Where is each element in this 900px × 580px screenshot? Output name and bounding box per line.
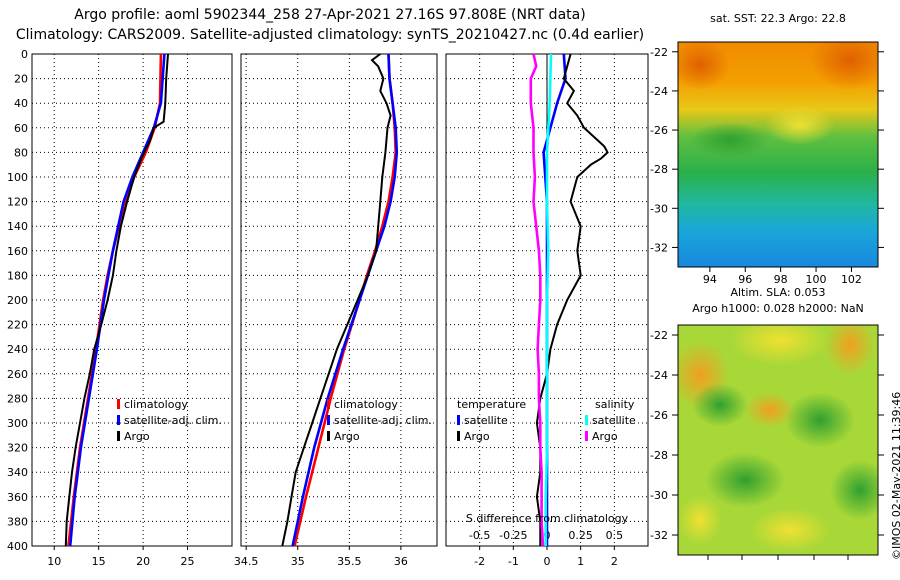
- panel-frame: [31, 53, 233, 547]
- depth-tick-label: 240: [7, 343, 28, 356]
- x-tick-label: 35: [291, 555, 305, 568]
- profile-panel-differences: -2 -1 0 1 2-0.5 -0.25 0 0.25 0.5: [445, 53, 649, 568]
- depth-tick-label: 320: [7, 442, 28, 455]
- lat-tick-label: -24: [650, 369, 668, 382]
- sla-map-title: Altim. SLA: 0.053: [730, 286, 826, 299]
- lat-tick-label: -28: [650, 163, 668, 176]
- x-tick-label: -2: [474, 555, 485, 568]
- series-salinity-satellite: [544, 53, 553, 546]
- x-tick-label: 34.5: [234, 555, 259, 568]
- x-tick-label: 0: [544, 555, 551, 568]
- x-tick-label: 36: [394, 555, 408, 568]
- x-tick-label: 2: [611, 555, 618, 568]
- sla-map-axes: -22 -24 -26 -28 -30 -32: [650, 329, 884, 560]
- s-diff-tick-label: 0.5: [606, 529, 624, 542]
- sst-map-axes: -22 -24 -26 -28 -30 -32 94 96 98 100 102: [650, 46, 884, 286]
- panel-frame: [240, 53, 438, 547]
- lon-tick-label: 102: [841, 273, 862, 286]
- depth-tick-label: 300: [7, 417, 28, 430]
- series-argo: [281, 53, 392, 547]
- legend-item-sal-satellite: satellite: [585, 413, 636, 429]
- series-satellite-adj-clim-: [291, 53, 399, 547]
- legend-item-sal-argo: Argo: [585, 429, 636, 445]
- depth-tick-label: 40: [14, 97, 28, 110]
- series-climatology: [67, 53, 163, 547]
- plot-title-line2: Climatology: CARS2009. Satellite-adjuste…: [15, 27, 645, 43]
- depth-tick-label: 400: [7, 540, 28, 553]
- legend-item-argo: Argo: [327, 429, 432, 445]
- s-diff-tick-label: -0.25: [499, 529, 527, 542]
- lat-tick-label: -32: [650, 241, 668, 254]
- lon-tick-label: 94: [703, 273, 717, 286]
- sla-map-subtitle: Argo h1000: 0.028 h2000: NaN: [692, 302, 864, 315]
- s-difference-axis-label: S difference from climatology: [465, 512, 629, 525]
- profile-panel-salinity: 34.5 35 35.5 36: [234, 53, 438, 568]
- lon-tick-label: 100: [806, 273, 827, 286]
- legend-item-satellite-adj: satellite-adj. clim.: [117, 413, 222, 429]
- series-temperature-argo: [535, 53, 609, 546]
- x-tick-label: 1: [577, 555, 584, 568]
- series-satellite-adj-clim-: [68, 53, 166, 547]
- s-diff-tick-label: 0.25: [568, 529, 593, 542]
- depth-tick-label: 140: [7, 220, 28, 233]
- legend-title-temperature: temperature: [457, 398, 527, 411]
- lat-tick-label: -26: [650, 409, 668, 422]
- legend-temperature-panel: climatology satellite-adj. clim. Argo: [117, 397, 222, 445]
- lat-tick-label: -28: [650, 449, 668, 462]
- profile-panel-temperature: 10 15 20 25: [31, 53, 233, 568]
- depth-tick-label: 200: [7, 294, 28, 307]
- sst-map-title: sat. SST: 22.3 Argo: 22.8: [710, 12, 846, 25]
- lat-tick-label: -32: [650, 529, 668, 542]
- legend-salinity-panel: climatology satellite-adj. clim. Argo: [327, 397, 432, 445]
- lat-tick-label: -22: [650, 329, 668, 342]
- depth-tick-label: 100: [7, 171, 28, 184]
- x-tick-label: 10: [47, 555, 61, 568]
- x-tick-label: 25: [181, 555, 195, 568]
- x-tick-label: -1: [508, 555, 519, 568]
- sla-map: [678, 325, 878, 555]
- lat-tick-label: -22: [650, 46, 668, 59]
- legend-title-salinity: salinity: [595, 398, 635, 411]
- legend-item-argo: Argo: [117, 429, 222, 445]
- lat-tick-label: -24: [650, 85, 668, 98]
- depth-tick-label: 360: [7, 491, 28, 504]
- depth-tick-label: 60: [14, 122, 28, 135]
- lat-tick-label: -26: [650, 124, 668, 137]
- x-tick-label: 20: [136, 555, 150, 568]
- depth-tick-label: 20: [14, 73, 28, 86]
- legend-diff-temperature: temperature satellite Argo: [457, 397, 526, 445]
- x-tick-label: 35.5: [337, 555, 362, 568]
- lat-tick-label: -30: [650, 489, 668, 502]
- depth-tick-label: 80: [14, 146, 28, 159]
- plot-title-line1: Argo profile: aoml 5902344_258 27-Apr-20…: [74, 7, 586, 23]
- lat-tick-label: -30: [650, 202, 668, 215]
- depth-tick-label: 340: [7, 466, 28, 479]
- depth-tick-label: 120: [7, 196, 28, 209]
- legend-item-satellite-adj: satellite-adj. clim.: [327, 413, 432, 429]
- depth-tick-label: 380: [7, 515, 28, 528]
- lon-tick-label: 96: [738, 273, 752, 286]
- legend-item-temp-satellite: satellite: [457, 413, 526, 429]
- sst-map: [678, 42, 878, 267]
- depth-tick-label: 260: [7, 368, 28, 381]
- legend-item-climatology: climatology: [117, 397, 222, 413]
- legend-item-temp-argo: Argo: [457, 429, 526, 445]
- depth-tick-label: 220: [7, 319, 28, 332]
- legend-diff-salinity: salinity satellite Argo: [585, 397, 636, 445]
- legend-item-climatology: climatology: [327, 397, 432, 413]
- series-salinity-argo: [529, 53, 545, 547]
- depth-tick-label: 280: [7, 392, 28, 405]
- depth-tick-label: 160: [7, 245, 28, 258]
- depth-tick-label: 0: [21, 48, 28, 61]
- x-tick-label: 15: [92, 555, 106, 568]
- series-argo: [64, 53, 169, 547]
- imos-credit: ©IMOS 02-May-2021 11:39:46: [890, 391, 900, 560]
- depth-tick-label: 180: [7, 269, 28, 282]
- s-diff-tick-label: -0.5: [469, 529, 490, 542]
- lon-tick-label: 98: [774, 273, 788, 286]
